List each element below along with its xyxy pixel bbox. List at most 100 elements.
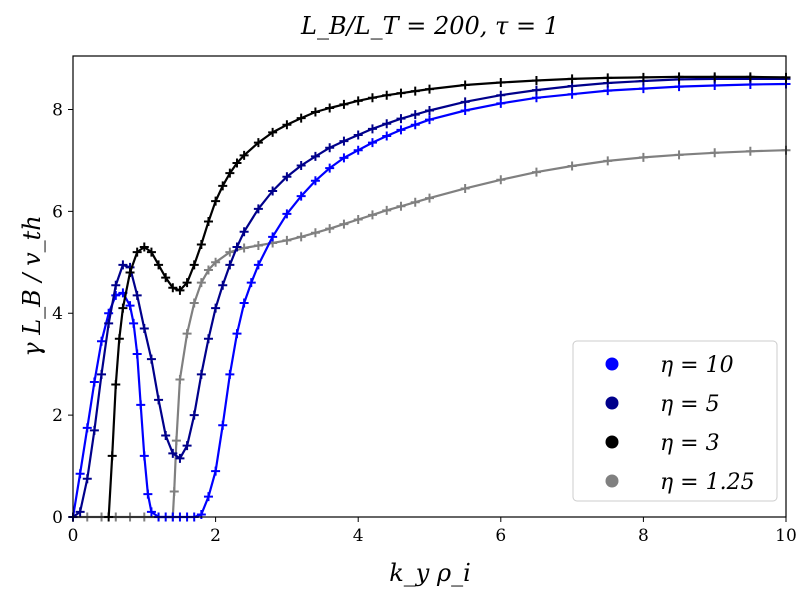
- series-marker: [161, 430, 171, 440]
- series-marker: [104, 318, 114, 328]
- series-marker: [567, 161, 577, 171]
- series-marker: [353, 130, 363, 140]
- series-marker: [339, 219, 349, 229]
- series-marker: [382, 205, 392, 215]
- series-marker: [203, 334, 213, 344]
- series-marker: [638, 84, 648, 94]
- legend-box: [572, 340, 778, 502]
- series-marker: [382, 131, 392, 141]
- plot-frame: [72, 55, 787, 518]
- series-marker: [638, 72, 648, 82]
- x-tick-label: 10: [775, 526, 797, 546]
- series-marker: [367, 138, 377, 148]
- chart-title: L_B/L_T = 200, τ = 1: [300, 12, 559, 40]
- series-marker: [603, 73, 613, 83]
- series-marker: [253, 204, 263, 214]
- series-marker: [310, 228, 320, 238]
- series-marker: [425, 193, 434, 203]
- series-marker: [460, 97, 470, 107]
- series-marker: [496, 98, 506, 108]
- series-marker: [567, 74, 577, 84]
- series-marker: [325, 103, 335, 113]
- y-tick-label: 2: [52, 406, 63, 426]
- series-marker: [282, 209, 292, 219]
- series-marker: [203, 265, 213, 275]
- series-marker: [425, 106, 434, 116]
- series-marker: [496, 90, 506, 100]
- series-marker: [339, 136, 349, 146]
- series-marker: [139, 324, 149, 334]
- series-marker: [232, 158, 242, 168]
- series-marker: [339, 99, 349, 109]
- series-marker: [353, 145, 363, 155]
- series-marker: [325, 163, 335, 173]
- series-marker: [97, 336, 107, 346]
- series-marker: [189, 260, 199, 270]
- series-marker: [161, 273, 171, 283]
- series-marker: [268, 127, 278, 137]
- series-marker: [168, 448, 178, 458]
- series-marker: [253, 260, 263, 270]
- series-marker: [745, 72, 755, 82]
- series-marker: [218, 280, 228, 290]
- series-marker: [253, 138, 263, 148]
- legend-marker: [605, 357, 619, 371]
- x-tick-label: 0: [68, 526, 79, 546]
- legend-marker: [605, 435, 619, 449]
- y-axis: 0 2 4 6 8: [52, 100, 73, 528]
- series-2: [104, 72, 791, 522]
- legend-label: η = 5: [660, 392, 720, 417]
- series-marker: [211, 257, 221, 267]
- series-marker: [531, 75, 541, 85]
- series-marker: [232, 242, 242, 252]
- series-marker: [132, 349, 142, 359]
- series-marker: [460, 80, 470, 90]
- series-marker: [75, 507, 85, 517]
- x-tick-label: 2: [210, 526, 221, 546]
- series-marker: [75, 469, 85, 479]
- series-marker: [169, 487, 179, 497]
- x-tick-label: 6: [495, 526, 506, 546]
- series-marker: [232, 329, 242, 339]
- series-marker: [111, 290, 121, 300]
- series-marker: [175, 285, 185, 295]
- series-marker: [114, 334, 124, 344]
- series-marker: [367, 93, 377, 103]
- series-marker: [410, 86, 420, 96]
- series-marker: [146, 507, 156, 517]
- series-marker: [531, 85, 541, 95]
- series-marker: [89, 377, 99, 387]
- series-marker: [367, 124, 377, 134]
- series-marker: [382, 90, 392, 100]
- series-marker: [296, 113, 306, 123]
- y-axis-title: γ L_B / v_th: [18, 215, 46, 357]
- series-marker: [410, 197, 420, 207]
- series-marker: [136, 400, 146, 410]
- series-marker: [282, 235, 292, 245]
- series-marker: [146, 354, 156, 364]
- series-marker: [175, 374, 185, 384]
- series-marker: [310, 107, 320, 117]
- series-marker: [674, 150, 684, 160]
- series-marker: [310, 151, 320, 161]
- series-marker: [196, 278, 206, 288]
- series-marker: [189, 298, 199, 308]
- series-marker: [396, 201, 406, 211]
- series-marker: [125, 301, 135, 311]
- series-marker: [225, 369, 235, 379]
- series-marker: [460, 183, 470, 193]
- series-marker: [211, 196, 221, 206]
- series-marker: [111, 380, 121, 390]
- series-marker: [107, 451, 117, 461]
- series-marker: [296, 191, 306, 201]
- series-marker: [296, 232, 306, 242]
- series-marker: [603, 86, 613, 96]
- series-marker: [268, 232, 278, 242]
- series-marker: [296, 161, 306, 171]
- series-marker: [118, 260, 128, 270]
- series-marker: [225, 247, 235, 257]
- series-marker: [82, 423, 92, 433]
- legend: η = 10 η = 5 η = 3 η = 1.25: [572, 340, 778, 502]
- series-marker: [282, 172, 292, 182]
